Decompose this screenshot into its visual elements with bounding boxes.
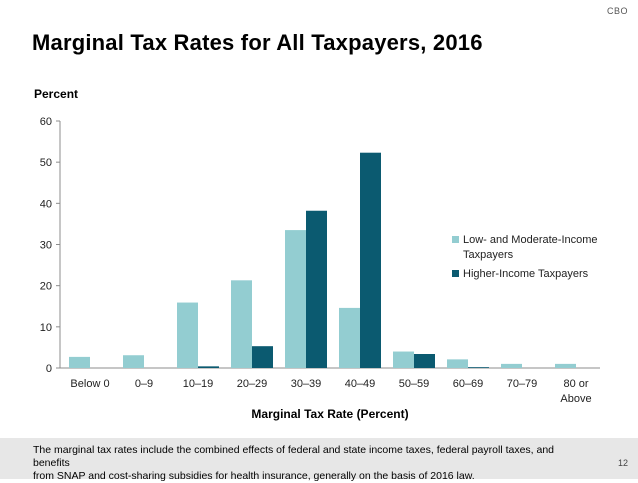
x-tick-label: 40–49 <box>345 378 376 390</box>
bar-higher-income <box>306 210 327 368</box>
x-tick-label: 50–59 <box>399 378 430 390</box>
bar-low-moderate <box>555 363 576 368</box>
legend-swatch-low-moderate <box>452 236 459 243</box>
bar-low-moderate <box>285 230 306 368</box>
y-tick-label: 60 <box>40 116 52 128</box>
page-number: 12 <box>617 458 628 468</box>
y-tick-label: 50 <box>40 157 52 169</box>
footnote-line-2: from SNAP and cost-sharing subsidies for… <box>33 470 475 482</box>
footnote-line-1: The marginal tax rates include the combi… <box>33 444 555 469</box>
x-tick-label: Below 0 <box>70 378 109 390</box>
x-tick-label: 20–29 <box>237 378 268 390</box>
x-tick-label: 0–9 <box>135 378 153 390</box>
page-title: Marginal Tax Rates for All Taxpayers, 20… <box>32 30 483 55</box>
legend-swatch-higher-income <box>452 270 459 277</box>
bar-low-moderate <box>69 356 90 368</box>
footnote-text: The marginal tax rates include the combi… <box>33 444 593 483</box>
bar-higher-income <box>468 367 489 368</box>
bar-low-moderate <box>447 359 468 368</box>
bar-low-moderate <box>123 355 144 368</box>
bar-higher-income <box>198 366 219 368</box>
legend-label-low-moderate: Low- and Moderate-Income Taxpayers <box>463 234 598 261</box>
y-tick-label: 10 <box>40 322 52 334</box>
bar-low-moderate <box>501 363 522 368</box>
cbo-logo: CBO <box>606 6 628 16</box>
bar-chart: 0 10 20 30 40 50 60 Below 0 0–9 10–19 20–29 30–39 40… <box>40 116 600 421</box>
bar-low-moderate <box>231 280 252 368</box>
y-tick-label: 20 <box>40 281 52 293</box>
x-tick-label: 60–69 <box>453 378 484 390</box>
x-tick-label: 10–19 <box>183 378 214 390</box>
bar-higher-income <box>360 152 381 368</box>
x-tick-label: 70–79 <box>507 378 538 390</box>
y-axis-label: Percent <box>34 87 79 101</box>
bar-higher-income <box>414 354 435 368</box>
y-tick-label: 0 <box>46 363 52 375</box>
bar-low-moderate <box>393 351 414 368</box>
y-tick-label: 30 <box>40 240 52 252</box>
y-tick-label: 40 <box>40 198 52 210</box>
x-tick-label: 30–39 <box>291 378 322 390</box>
x-axis-title: Marginal Tax Rate (Percent) <box>251 407 408 421</box>
bar-low-moderate <box>339 307 360 368</box>
footer-note: The marginal tax rates include the combi… <box>0 438 638 482</box>
x-tick-label: 80 or Above <box>560 378 591 405</box>
bar-higher-income <box>252 346 273 368</box>
bar-low-moderate <box>177 302 198 368</box>
legend-label-higher-income: Higher-Income Taxpayers <box>463 268 589 280</box>
